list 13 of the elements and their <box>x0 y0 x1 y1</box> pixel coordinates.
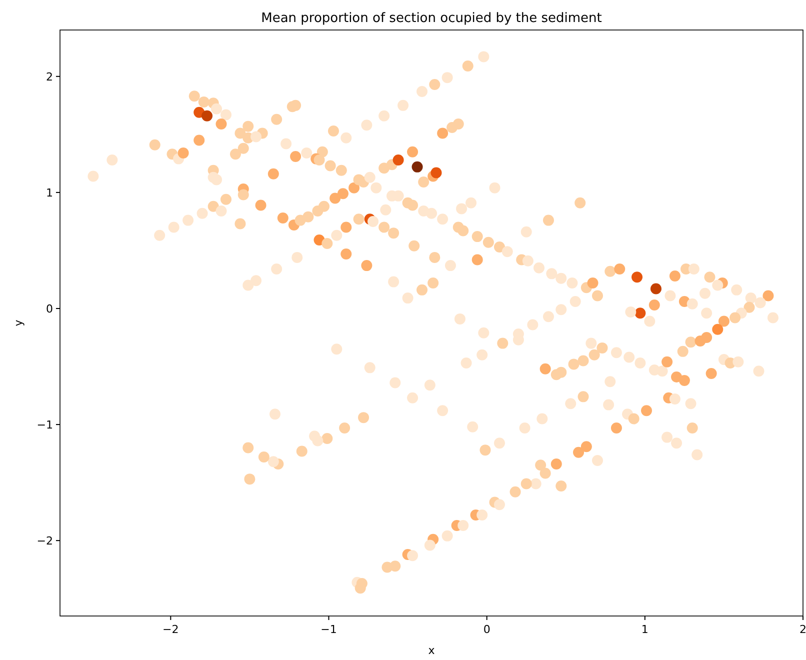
x-tick-label: 1 <box>641 623 648 636</box>
x-axis-title: x <box>428 644 436 657</box>
y-axis-title: y <box>12 319 25 326</box>
y-tick-label: −2 <box>36 534 53 548</box>
x-tick-label: 2 <box>800 623 806 636</box>
x-tick-label: −2 <box>162 623 179 636</box>
chart-title: Mean proportion of section ocupied by the sediment <box>261 11 602 26</box>
y-tick-label: 0 <box>46 302 53 316</box>
x-tick-label: 0 <box>483 623 490 636</box>
y-tick-label: −1 <box>36 418 53 432</box>
y-tick-label: 1 <box>46 186 53 200</box>
x-tick-label: −1 <box>320 623 337 636</box>
y-tick-label: 2 <box>46 70 53 84</box>
